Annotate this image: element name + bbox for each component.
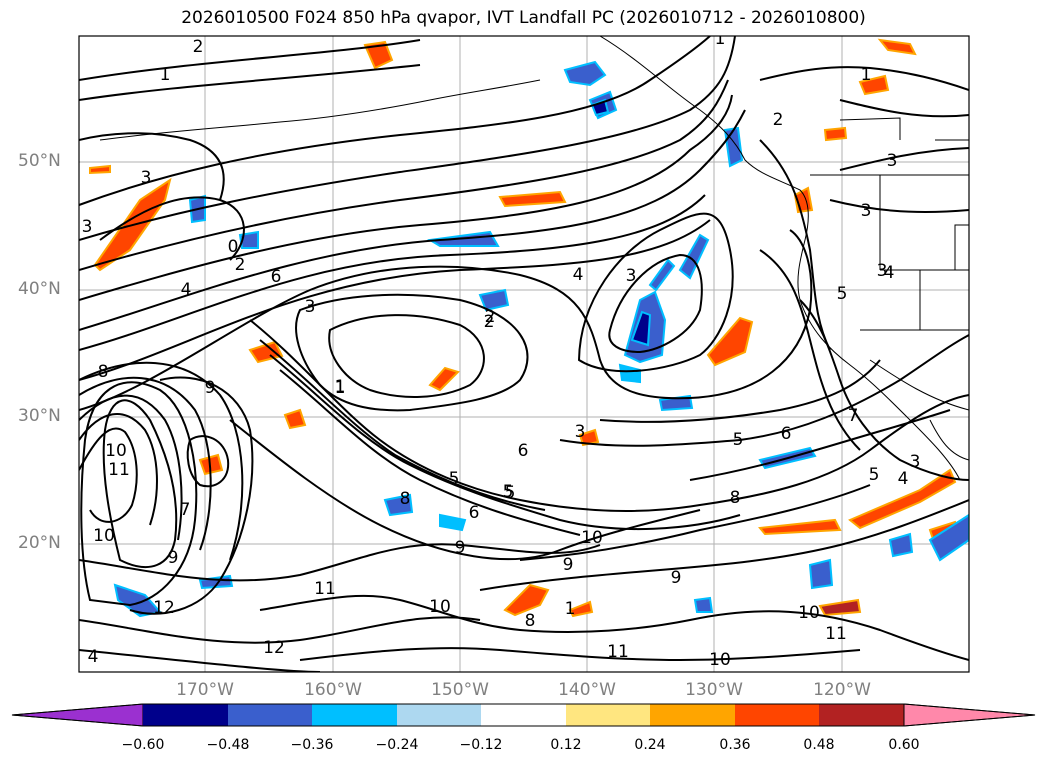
colorbar-segment xyxy=(397,704,481,726)
contour-label: 6 xyxy=(781,424,792,444)
contour-label: 10 xyxy=(93,526,115,546)
contour-label: 12 xyxy=(153,598,175,618)
coastlines xyxy=(99,36,969,481)
contour-label: 3 xyxy=(877,261,888,281)
contour-label: 9 xyxy=(671,568,682,588)
contour-label: 6 xyxy=(469,503,480,523)
colorbar-tick: 0.48 xyxy=(803,737,835,753)
contour-label: 5 xyxy=(733,430,744,450)
map-title: 2026010500 F024 850 hPa qvapor, IVT Land… xyxy=(181,8,866,28)
contour-label: 5 xyxy=(503,482,514,502)
colorbar-segment xyxy=(312,704,397,726)
contour-label: 2 xyxy=(193,37,204,57)
colorbar-segment xyxy=(735,704,819,726)
contour-label: 3 xyxy=(575,422,586,442)
contour-label: 0 xyxy=(228,237,239,257)
contour-label: 9 xyxy=(563,555,574,575)
lon-label-130w: 130°W xyxy=(685,680,743,700)
contour-label: 3 xyxy=(82,217,93,237)
contour-label: 3 xyxy=(861,201,872,221)
contour-label: 2 xyxy=(235,255,246,275)
contour-label: 1 xyxy=(715,29,726,49)
lat-label-40n: 40°N xyxy=(18,279,61,299)
contour-label: 10 xyxy=(429,597,451,617)
contour-label: 10 xyxy=(581,528,603,548)
colorbar-tick: 0.60 xyxy=(888,737,920,753)
colorbar-extend-high xyxy=(903,703,1036,727)
contour-label: 8 xyxy=(400,489,411,509)
colorbar-tick: −0.24 xyxy=(375,737,419,753)
contour-label: 3 xyxy=(141,168,152,188)
lon-label-140w: 140°W xyxy=(558,680,616,700)
contour-label: 9 xyxy=(205,378,216,398)
contour-label: 9 xyxy=(168,548,179,568)
contour-label: 11 xyxy=(825,624,847,644)
contour-label: 10 xyxy=(798,603,820,623)
contour-label: 6 xyxy=(271,267,282,287)
colorbar-segment xyxy=(566,704,650,726)
colorbar-tick: −0.36 xyxy=(290,737,334,753)
colorbar-segment xyxy=(143,704,228,726)
contour-label: 11 xyxy=(607,642,629,662)
lon-label-150w: 150°W xyxy=(431,680,489,700)
colorbar xyxy=(11,703,1036,727)
colorbar-tick: −0.60 xyxy=(121,737,165,753)
contour-label: 6 xyxy=(518,441,529,461)
contour-label: 5 xyxy=(869,465,880,485)
contour-label: 5 xyxy=(505,483,516,503)
contour-label: 11 xyxy=(108,460,130,480)
contour-label: 10 xyxy=(105,441,127,461)
contour-label: 4 xyxy=(884,263,895,283)
contour-label: 2 xyxy=(484,312,495,332)
map-frame xyxy=(78,35,970,673)
contour-label: 9 xyxy=(455,538,466,558)
contour-label: 4 xyxy=(181,280,192,300)
lat-label-30n: 30°N xyxy=(18,406,61,426)
contour-label: 4 xyxy=(573,265,584,285)
contour-label: 2 xyxy=(773,110,784,130)
lat-label-20n: 20°N xyxy=(18,533,61,553)
contour-label: 1 xyxy=(335,377,346,397)
colorbar-tick: 0.12 xyxy=(550,737,582,753)
contour-label: 1 xyxy=(160,65,171,85)
contour-label: 7 xyxy=(180,500,191,520)
colorbar-tick: 0.24 xyxy=(634,737,666,753)
colorbar-segment xyxy=(819,704,904,726)
contour-label: 4 xyxy=(88,647,99,667)
contour-label: 8 xyxy=(730,488,741,508)
colorbar-tick: −0.48 xyxy=(206,737,250,753)
lon-label-120w: 120°W xyxy=(813,680,871,700)
contour-label: 12 xyxy=(263,638,285,658)
contour-label: 2 xyxy=(485,307,496,327)
contour-label: 3 xyxy=(626,266,637,286)
colorbar-extend-low xyxy=(11,703,144,727)
contour-label: 3 xyxy=(305,297,316,317)
ivt-contours xyxy=(79,36,969,672)
contour-label: 1 xyxy=(565,599,576,619)
contour-label: 11 xyxy=(314,579,336,599)
contour-label: 8 xyxy=(98,362,109,382)
contour-label: 5 xyxy=(449,469,460,489)
negative-anomaly-patches xyxy=(113,60,969,618)
colorbar-tick: −0.12 xyxy=(459,737,503,753)
contour-label: 7 xyxy=(848,406,859,426)
colorbar-segment xyxy=(650,704,735,726)
lat-label-50n: 50°N xyxy=(18,151,61,171)
contour-label: 10 xyxy=(709,650,731,670)
colorbar-segment xyxy=(481,704,566,726)
colorbar-outline xyxy=(11,703,1036,727)
lon-label-170w: 170°W xyxy=(176,680,234,700)
contour-label: 4 xyxy=(898,469,909,489)
colorbar-segment xyxy=(228,704,312,726)
contour-label: 3 xyxy=(887,151,898,171)
contour-label: 8 xyxy=(525,611,536,631)
colorbar-tick: 0.36 xyxy=(719,737,751,753)
contour-label: 1 xyxy=(335,378,346,398)
contour-label: 1 xyxy=(861,65,872,85)
lon-label-160w: 160°W xyxy=(304,680,362,700)
contour-label: 5 xyxy=(837,284,848,304)
contour-label: 3 xyxy=(910,452,921,472)
